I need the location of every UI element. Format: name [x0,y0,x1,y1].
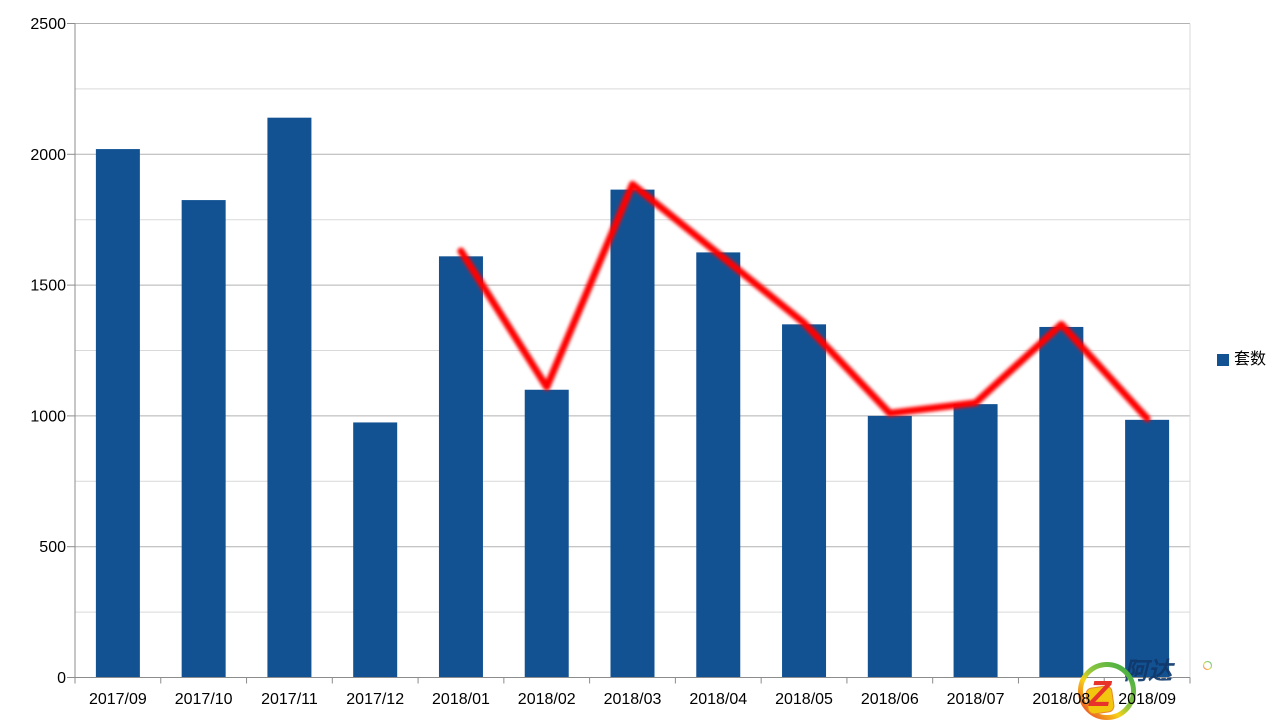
x-tick-label: 2017/09 [89,691,147,708]
bar [696,252,741,678]
y-tick-label: 0 [57,670,66,687]
x-tick-label: 2018/06 [861,691,919,708]
y-tick-label: 1000 [30,408,66,425]
bar [95,149,140,678]
bar [438,256,483,678]
bar [267,117,312,678]
x-tick-label: 2017/12 [346,691,404,708]
x-tick-label: 2017/10 [175,691,233,708]
bar [610,189,655,678]
x-tick-label: 2018/07 [947,691,1005,708]
watermark-diamond [1085,685,1115,715]
x-tick-label: 2018/02 [518,691,576,708]
trend-line [457,180,1151,423]
watermark-dots: ... [1159,667,1176,682]
watermark-mini-ring [1202,660,1213,671]
bar [953,404,998,678]
y-tick-label: 1500 [30,278,66,295]
bar [353,422,398,678]
x-tick-label: 2018/09 [1118,691,1176,708]
bar [782,324,827,678]
x-tick-label: 2018/04 [689,691,747,708]
x-tick-label: 2018/05 [775,691,833,708]
y-tick-label: 500 [39,539,66,556]
x-tick-label: 2017/11 [261,691,318,708]
watermark-ring [1078,662,1136,720]
bar [1039,326,1084,678]
bar [1125,419,1170,678]
x-tick-label: 2018/03 [604,691,662,708]
bar [181,200,226,678]
y-tick-label: 2500 [30,16,66,33]
legend-swatch [1217,354,1229,366]
bar [867,415,912,678]
legend-label: 套数 [1234,351,1267,368]
x-tick-label: 2018/08 [1032,691,1090,708]
legend: 套数 [1217,351,1266,369]
y-tick-label: 2000 [30,147,66,164]
bar [524,389,569,678]
watermark-monogram: Z [1088,673,1113,714]
watermark-logo: 阿达...Z [1078,658,1213,720]
x-tick-label: 2018/01 [432,691,490,708]
